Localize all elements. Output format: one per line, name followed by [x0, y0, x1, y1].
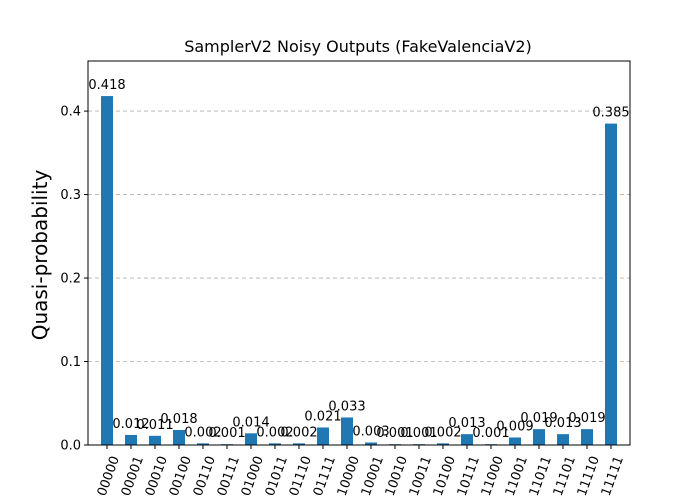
data-label: 0.013: [544, 416, 581, 431]
bar: [293, 443, 305, 445]
bar: [365, 442, 377, 445]
data-label: 0.013: [448, 416, 485, 431]
data-label: 0.002: [280, 425, 317, 440]
y-tick-label: 0.1: [60, 355, 81, 370]
data-label: 0.012: [112, 417, 149, 432]
chart-title: SamplerV2 Noisy Outputs (FakeValenciaV2): [184, 37, 532, 56]
data-label: 0.001: [376, 426, 413, 441]
bars: [101, 96, 617, 446]
x-tick-label: 11111: [599, 454, 627, 498]
bar: [509, 437, 521, 445]
data-label: 0.003: [352, 424, 389, 439]
bar: [269, 443, 281, 445]
data-labels: 0.4180.0120.0110.0180.0020.0010.0140.002…: [88, 78, 629, 441]
bar: [173, 429, 185, 445]
data-label: 0.014: [232, 415, 269, 430]
plot-area-frame: [87, 60, 631, 446]
data-label: 0.033: [328, 399, 365, 414]
data-label: 0.001: [208, 426, 245, 441]
y-axis-label: Quasi-probability: [28, 170, 52, 341]
bar: [437, 443, 449, 445]
data-label: 0.385: [592, 106, 629, 121]
data-label: 0.002: [184, 425, 221, 440]
data-label: 0.001: [472, 426, 509, 441]
y-tick-label: 0.0: [60, 439, 81, 454]
bar: [461, 434, 473, 445]
data-label: 0.001: [400, 426, 437, 441]
bar: [317, 427, 329, 445]
y-tick-label: 0.3: [60, 188, 81, 203]
y-tick-label: 0.4: [60, 105, 81, 120]
data-label: 0.002: [424, 425, 461, 440]
bar: [605, 123, 617, 445]
bar: [125, 434, 137, 445]
y-tick-label: 0.2: [60, 272, 81, 287]
bar: [557, 434, 569, 445]
bar: [197, 443, 209, 445]
bar: [149, 435, 161, 445]
data-label: 0.021: [304, 409, 341, 424]
data-label: 0.019: [520, 411, 557, 426]
bar: [581, 429, 593, 445]
data-label: 0.002: [256, 425, 293, 440]
x-axis-ticks: 0000000001000100010000110001110100001011…: [95, 445, 627, 498]
data-label: 0.009: [496, 419, 533, 434]
y-axis-ticks: 0.0 0.1 0.2 0.3 0.4: [60, 105, 88, 454]
data-label: 0.011: [136, 418, 173, 433]
bar: [341, 417, 353, 445]
data-label: 0.418: [88, 78, 125, 93]
bar: [533, 429, 545, 445]
bar: [101, 96, 113, 446]
data-label: 0.018: [160, 412, 197, 427]
bar: [245, 433, 257, 445]
grid-lines: [88, 110, 630, 362]
data-label: 0.019: [568, 411, 605, 426]
